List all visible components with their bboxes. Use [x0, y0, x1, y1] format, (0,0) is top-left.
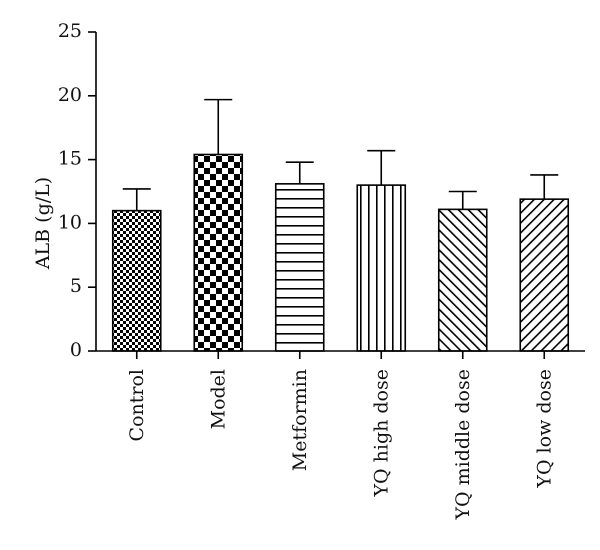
x-tick-label-yq-low-dose: YQ low dose: [533, 369, 555, 489]
y-tick-label-0: 0: [70, 339, 82, 361]
y-tick-label-5: 5: [70, 275, 82, 297]
bar-yq-high-dose: [356, 184, 407, 352]
axes: 0 5 10 15 20 25: [58, 20, 585, 361]
x-tick-label-yq-middle-dose: YQ middle dose: [452, 369, 474, 521]
error-bar-metformin: [285, 161, 314, 184]
x-tick-label-model: Model: [207, 369, 229, 429]
error-bar-model: [204, 98, 233, 155]
error-bar-yq-middle-dose: [448, 190, 477, 210]
bar-model: [193, 153, 244, 352]
error-bar-yq-low-dose: [530, 174, 559, 200]
x-tick-label-yq-high-dose: YQ high dose: [370, 369, 392, 498]
y-axis-title: ALB (g/L): [32, 177, 54, 270]
category-labels: Control Model Metformin YQ high dose YQ midd…: [126, 369, 556, 521]
y-tick-label-10: 10: [58, 211, 82, 233]
y-tick-label-20: 20: [58, 84, 82, 106]
x-tick-label-control: Control: [126, 369, 148, 441]
y-tick-label-25: 25: [58, 20, 82, 42]
bar-metformin: [274, 183, 325, 352]
bars: [111, 153, 570, 352]
error-bars: [122, 98, 559, 211]
error-bar-yq-high-dose: [367, 149, 396, 186]
bar-yq-low-dose: [519, 198, 570, 352]
error-bar-control: [122, 188, 151, 211]
bar-yq-middle-dose: [437, 208, 488, 352]
y-tick-label-15: 15: [58, 148, 82, 170]
x-tick-label-metformin: Metformin: [289, 369, 311, 471]
bar-control: [111, 209, 162, 352]
